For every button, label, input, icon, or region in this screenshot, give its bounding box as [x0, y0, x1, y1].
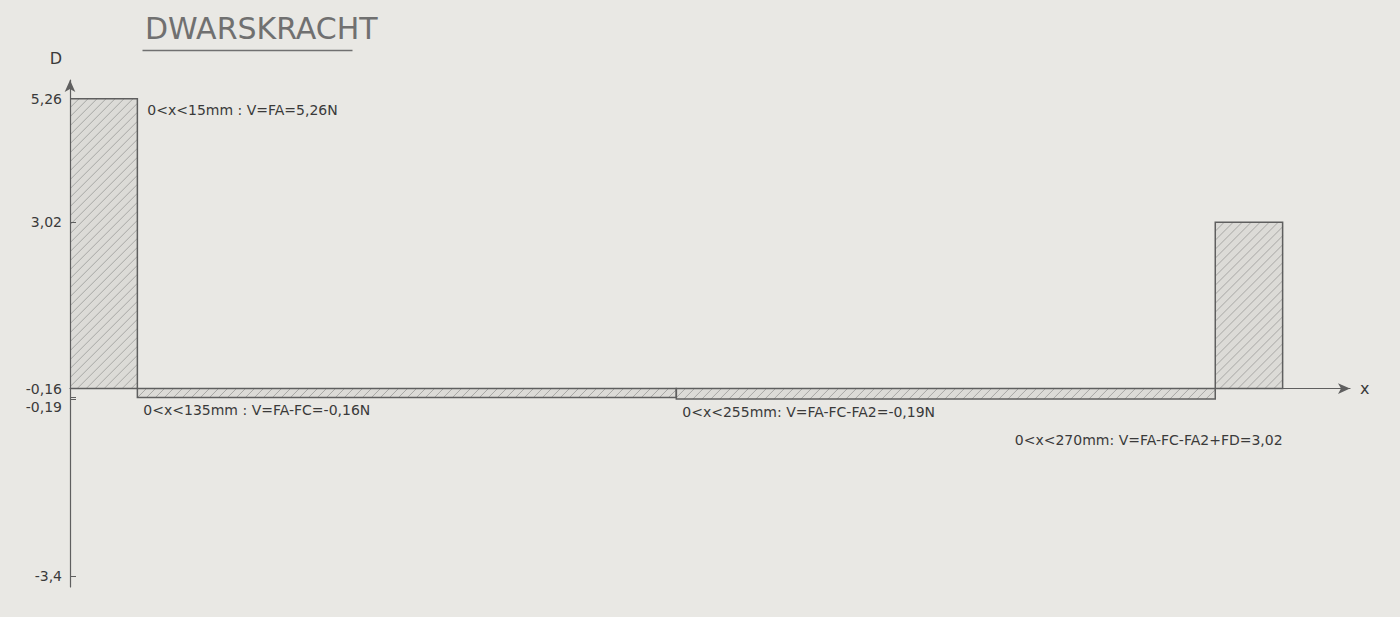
svg-text:0<x<15mm : V=FA=5,26N: 0<x<15mm : V=FA=5,26N: [147, 102, 337, 118]
svg-text:-0,16: -0,16: [26, 381, 62, 397]
svg-text:0<x<135mm : V=FA-FC=-0,16N: 0<x<135mm : V=FA-FC=-0,16N: [143, 402, 370, 418]
svg-text:x: x: [1360, 379, 1369, 398]
svg-text:-0,19: -0,19: [25, 399, 62, 416]
svg-text:5,26: 5,26: [31, 91, 62, 107]
svg-text:3,02: 3,02: [31, 214, 62, 230]
svg-text:-3,4: -3,4: [35, 568, 62, 584]
svg-text:0<x<270mm: V=FA-FC-FA2+FD=3,02: 0<x<270mm: V=FA-FC-FA2+FD=3,02: [1015, 432, 1283, 448]
svg-text:DWARSKRACHT: DWARSKRACHT: [145, 11, 378, 46]
svg-text:0<x<255mm: V=FA-FC-FA2=-0,19N: 0<x<255mm: V=FA-FC-FA2=-0,19N: [682, 404, 935, 420]
svg-text:D: D: [50, 49, 62, 68]
